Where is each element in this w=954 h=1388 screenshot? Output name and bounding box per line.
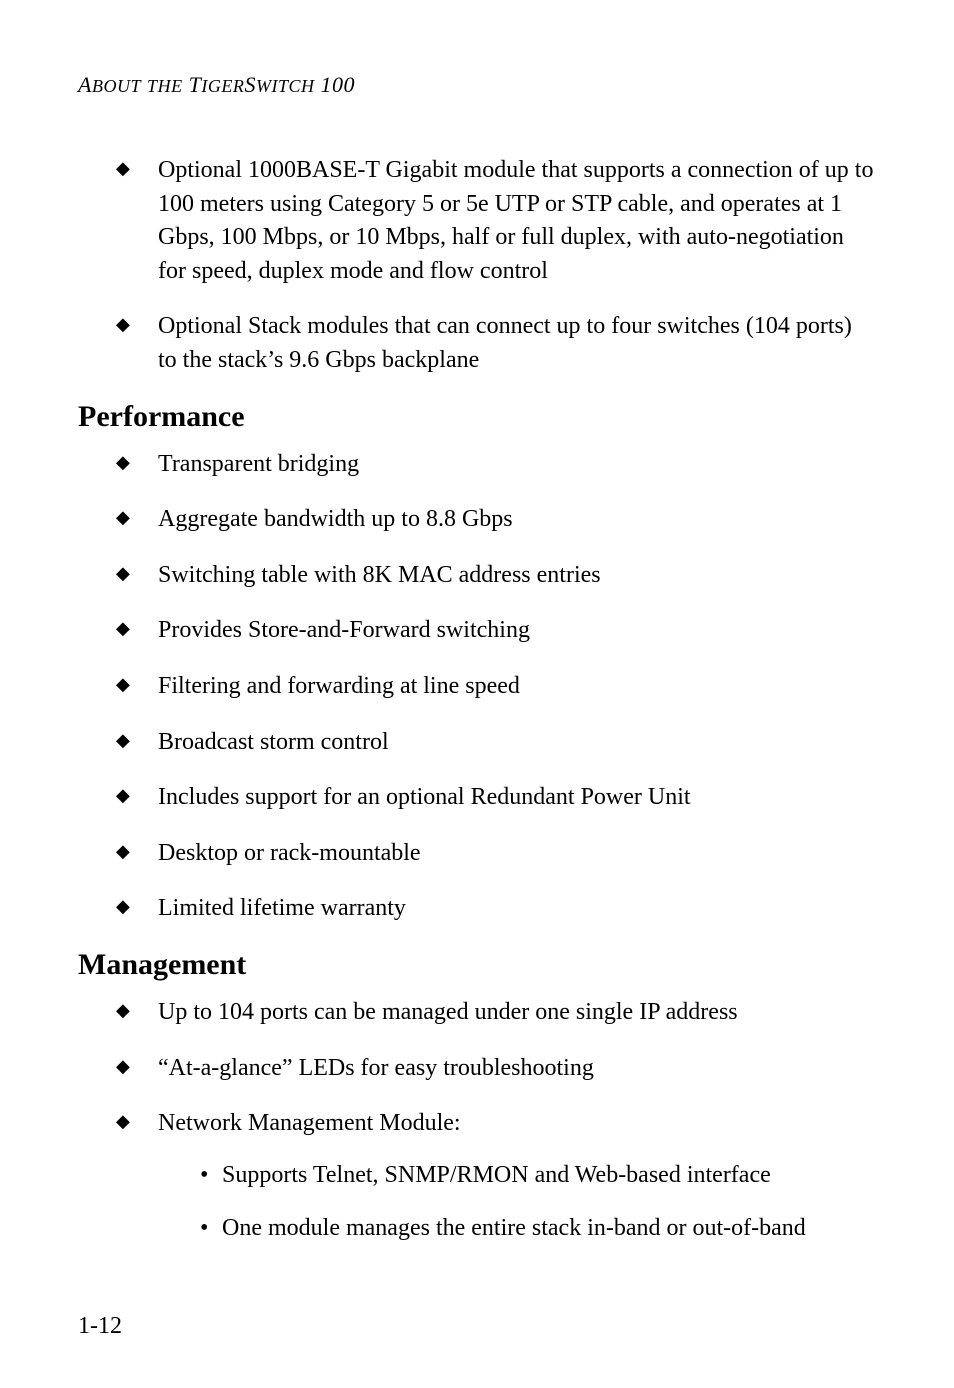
running-head-text: ABOUT THE TIGERSWITCH 100 [78, 72, 355, 97]
list-item-text: Up to 104 ports can be managed under one… [158, 999, 738, 1025]
page-number: 1-12 [78, 1313, 122, 1340]
list-item-text: Transparent bridging [158, 451, 359, 477]
list-item: Broadcast storm control [116, 726, 876, 760]
list-item-text: Includes support for an optional Redunda… [158, 784, 691, 810]
intro-list: Optional 1000BASE-T Gigabit module that … [78, 154, 876, 378]
management-list: Up to 104 ports can be managed under one… [78, 996, 876, 1246]
list-item: Desktop or rack-mountable [116, 837, 876, 871]
list-item: Includes support for an optional Redunda… [116, 781, 876, 815]
list-item: Filtering and forwarding at line speed [116, 670, 876, 704]
section-heading-management: Management [78, 948, 876, 982]
list-item-text: Optional Stack modules that can connect … [158, 313, 852, 373]
intro-list-block: Optional 1000BASE-T Gigabit module that … [78, 154, 876, 378]
list-item-text: Limited lifetime warranty [158, 895, 406, 921]
list-item-text: “At-a-glance” LEDs for easy troubleshoot… [158, 1055, 594, 1081]
section-title-text: Management [78, 948, 246, 981]
list-item: Transparent bridging [116, 448, 876, 482]
list-item-text: Optional 1000BASE-T Gigabit module that … [158, 157, 873, 284]
list-subitem: Supports Telnet, SNMP/RMON and Web-based… [200, 1159, 876, 1193]
performance-list: Transparent bridging Aggregate bandwidth… [78, 448, 876, 926]
list-item: Switching table with 8K MAC address entr… [116, 559, 876, 593]
list-item: Network Management Module: Supports Teln… [116, 1107, 876, 1246]
section-heading-performance: Performance [78, 400, 876, 434]
list-item: Optional Stack modules that can connect … [116, 310, 876, 377]
list-item: Aggregate bandwidth up to 8.8 Gbps [116, 503, 876, 537]
management-sublist: Supports Telnet, SNMP/RMON and Web-based… [158, 1159, 876, 1246]
list-item-text: Switching table with 8K MAC address entr… [158, 562, 601, 588]
list-subitem-text: Supports Telnet, SNMP/RMON and Web-based… [222, 1162, 771, 1188]
list-item: Up to 104 ports can be managed under one… [116, 996, 876, 1030]
list-item-text: Network Management Module: [158, 1110, 461, 1136]
list-item: Optional 1000BASE-T Gigabit module that … [116, 154, 876, 288]
list-item-text: Filtering and forwarding at line speed [158, 673, 520, 699]
list-subitem: One module manages the entire stack in-b… [200, 1212, 876, 1246]
list-item-text: Desktop or rack-mountable [158, 840, 421, 866]
list-subitem-text: One module manages the entire stack in-b… [222, 1215, 806, 1241]
running-head: ABOUT THE TIGERSWITCH 100 [78, 72, 876, 98]
section-title-text: Performance [78, 400, 245, 433]
list-item-text: Broadcast storm control [158, 729, 389, 755]
list-item-text: Aggregate bandwidth up to 8.8 Gbps [158, 506, 513, 532]
list-item: Limited lifetime warranty [116, 892, 876, 926]
page-number-text: 1-12 [78, 1313, 122, 1339]
list-item-text: Provides Store-and-Forward switching [158, 617, 530, 643]
list-item: “At-a-glance” LEDs for easy troubleshoot… [116, 1052, 876, 1086]
list-item: Provides Store-and-Forward switching [116, 614, 876, 648]
